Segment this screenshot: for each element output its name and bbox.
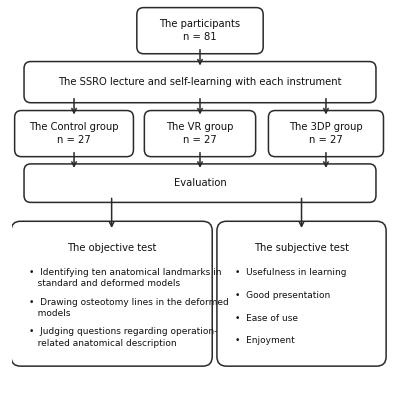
Text: •  Good presentation: • Good presentation [234, 291, 330, 299]
Text: The 3DP group
n = 27: The 3DP group n = 27 [289, 122, 363, 145]
FancyBboxPatch shape [137, 7, 263, 54]
Text: The objective test: The objective test [67, 243, 156, 253]
FancyBboxPatch shape [24, 62, 376, 103]
Text: The participants
n = 81: The participants n = 81 [160, 19, 240, 42]
Text: •  Ease of use: • Ease of use [234, 314, 298, 323]
FancyBboxPatch shape [217, 221, 386, 366]
FancyBboxPatch shape [24, 164, 376, 202]
FancyBboxPatch shape [268, 110, 384, 157]
FancyBboxPatch shape [144, 110, 256, 157]
Text: The subjective test: The subjective test [254, 243, 349, 253]
Text: •  Identifying ten anatomical landmarks in
   standard and deformed models: • Identifying ten anatomical landmarks i… [29, 268, 221, 288]
FancyBboxPatch shape [15, 110, 134, 157]
Text: •  Judging questions regarding operation-
   related anatomical description: • Judging questions regarding operation-… [29, 327, 217, 348]
Text: Evaluation: Evaluation [174, 178, 226, 188]
Text: •  Usefulness in learning: • Usefulness in learning [234, 268, 346, 277]
FancyBboxPatch shape [11, 221, 212, 366]
Text: •  Enjoyment: • Enjoyment [234, 336, 294, 345]
Text: •  Drawing osteotomy lines in the deformed
   models: • Drawing osteotomy lines in the deforme… [29, 298, 228, 318]
Text: The Control group
n = 27: The Control group n = 27 [29, 122, 119, 145]
Text: The SSRO lecture and self-learning with each instrument: The SSRO lecture and self-learning with … [58, 77, 342, 87]
Text: The VR group
n = 27: The VR group n = 27 [166, 122, 234, 145]
